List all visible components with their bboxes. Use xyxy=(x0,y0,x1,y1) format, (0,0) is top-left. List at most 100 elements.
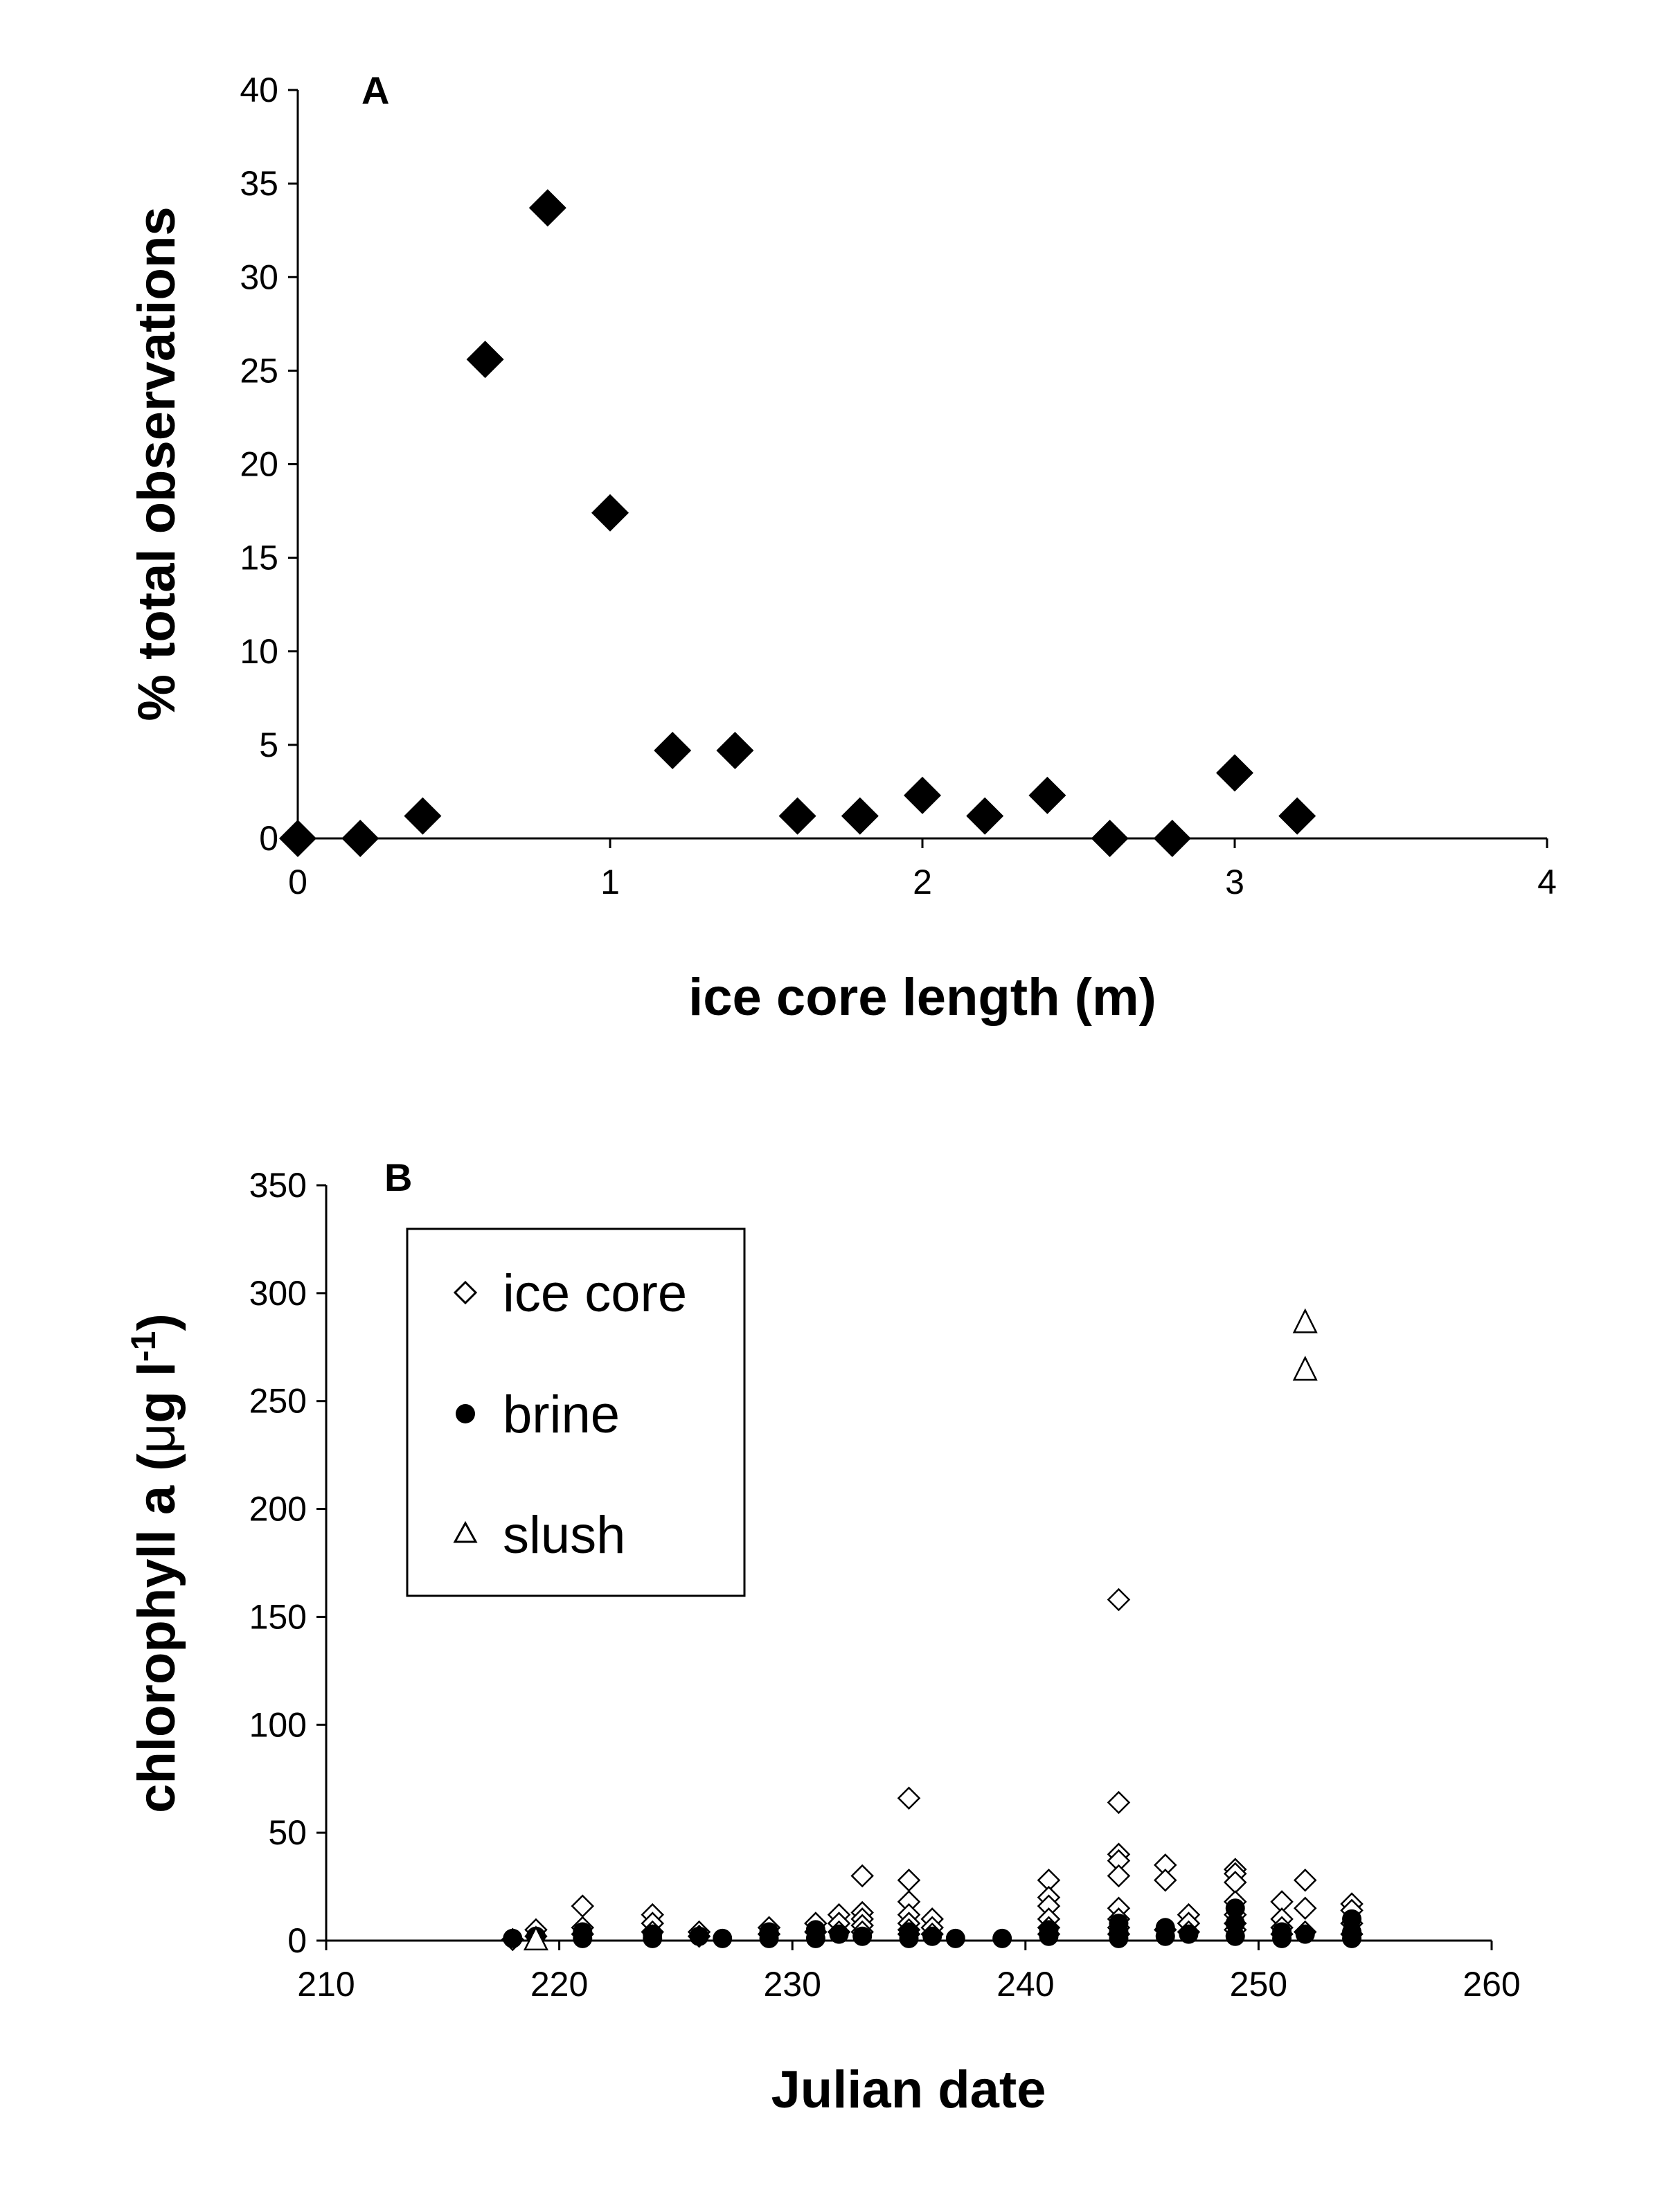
panel-b-x-tick-label: 230 xyxy=(763,1965,821,2004)
panel-b-y-title-sup: -1 xyxy=(124,1331,163,1362)
panel-a-y-tick-label: 15 xyxy=(240,539,278,577)
panel-b-point-ice-core xyxy=(1293,1896,1317,1921)
legend: ice core brine slush xyxy=(406,1228,746,1597)
panel-a-point-series-0 xyxy=(279,820,316,857)
panel-a-y-tick-label: 0 xyxy=(259,819,278,858)
panel-a-point-series-0 xyxy=(1278,797,1316,835)
panel-a-point-series-0 xyxy=(341,820,379,857)
panel-a-y-tick-label: 35 xyxy=(240,164,278,203)
panel-b-y-ticks: 0 50 100 150 200 250 300 350 xyxy=(249,1166,326,1960)
panel-b-y-title-unit: g l xyxy=(127,1362,186,1423)
panel-b: 0 50 100 150 200 250 300 350 210 220 230 240 250 260… xyxy=(124,1156,1521,2119)
panel-a-point-series-0 xyxy=(1153,820,1191,857)
panel-b-point-brine xyxy=(1225,1898,1245,1918)
panel-b-point-brine xyxy=(643,1928,663,1948)
panel-b-y-title-mu: μ xyxy=(127,1423,186,1454)
panel-b-point-ice-core xyxy=(1107,1588,1131,1612)
panel-b-point-brine xyxy=(922,1926,942,1946)
legend-item-ice-core: ice core xyxy=(453,1264,687,1323)
legend-marker-ice-core xyxy=(453,1280,478,1305)
panel-b-point-ice-core xyxy=(1107,1790,1131,1815)
panel-b-point-ice-core xyxy=(1293,1868,1317,1892)
panel-b-y-tick-label: 50 xyxy=(268,1813,307,1852)
panel-a-point-series-0 xyxy=(778,797,816,835)
panel-b-y-tick-label: 300 xyxy=(249,1274,307,1313)
panel-b-point-brine xyxy=(805,1928,825,1948)
panel-a-x-tick-label: 4 xyxy=(1537,863,1557,901)
panel-b-point-ice-core xyxy=(850,1864,874,1888)
legend-item-brine: brine xyxy=(456,1385,620,1444)
panel-b-x-tick-label: 240 xyxy=(997,1965,1054,2004)
panel-b-y-title-close: ) xyxy=(127,1313,186,1331)
panel-b-x-tick-label: 220 xyxy=(530,1965,588,2004)
panel-b-y-tick-label: 200 xyxy=(249,1490,307,1529)
panel-b-point-ice-core xyxy=(897,1868,921,1892)
panel-b-point-brine xyxy=(992,1928,1012,1948)
panel-a-x-tick-label: 0 xyxy=(288,863,307,901)
panel-b-point-ice-core xyxy=(1107,1864,1131,1888)
panel-a-point-series-0 xyxy=(404,797,442,835)
panel-b-label: B xyxy=(384,1156,412,1199)
legend-marker-slush xyxy=(453,1520,478,1543)
panel-b-point-brine xyxy=(1109,1928,1129,1948)
panel-a-x-tick-label: 1 xyxy=(600,863,620,901)
panel-a-x-ticks: 0 1 2 3 4 xyxy=(288,838,1557,901)
panel-b-point-slush xyxy=(523,1925,548,1951)
panel-a-point-series-0 xyxy=(654,731,692,769)
panel-b-point-brine xyxy=(1272,1928,1292,1948)
legend-item-slush: slush xyxy=(453,1506,625,1565)
panel-b-point-brine xyxy=(1039,1926,1059,1946)
legend-label-ice-core: ice core xyxy=(503,1264,687,1323)
panel-b-y-tick-label: 150 xyxy=(249,1597,307,1636)
panel-b-point-brine xyxy=(829,1924,849,1944)
panel-b-point-brine xyxy=(945,1928,965,1948)
panel-b-point-brine xyxy=(1342,1928,1362,1948)
panel-b-point-brine xyxy=(1179,1924,1199,1944)
panel-b-y-title-main: chlorophyll a ( xyxy=(127,1453,186,1813)
panel-b-point-brine xyxy=(899,1928,919,1948)
panel-a-y-tick-label: 25 xyxy=(240,351,278,390)
panel-a-point-series-0 xyxy=(966,797,1004,835)
panel-a-label: A xyxy=(361,69,389,112)
panel-a-point-series-0 xyxy=(1091,820,1129,857)
panel-b-point-brine xyxy=(713,1928,733,1948)
panel-b-y-tick-label: 0 xyxy=(287,1921,307,1960)
legend-label-brine: brine xyxy=(503,1385,620,1444)
panel-b-point-brine xyxy=(759,1928,779,1948)
panel-b-point-brine xyxy=(1155,1926,1175,1946)
panel-b-point-slush xyxy=(1292,1308,1318,1333)
panel-a-y-ticks: 0 5 10 15 20 25 30 35 40 xyxy=(240,71,298,858)
panel-a-y-tick-label: 30 xyxy=(240,258,278,296)
legend-label-slush: slush xyxy=(503,1506,625,1565)
panel-b-point-slush xyxy=(1292,1356,1318,1381)
panel-b-x-ticks: 210 220 230 240 250 260 xyxy=(297,1941,1521,2004)
panel-a-point-series-0 xyxy=(716,731,754,769)
panel-a-x-axis-title: ice core length (m) xyxy=(688,968,1156,1027)
panel-b-points xyxy=(501,1308,1364,1952)
panel-b-point-brine xyxy=(689,1926,709,1946)
panel-b-y-tick-label: 100 xyxy=(249,1705,307,1744)
panel-a-point-series-0 xyxy=(1216,754,1253,792)
panel-a-x-tick-label: 2 xyxy=(913,863,932,901)
panel-b-x-axis-title: Julian date xyxy=(771,2060,1046,2119)
panel-a-y-tick-label: 10 xyxy=(240,632,278,671)
panel-b-point-ice-core xyxy=(1153,1868,1177,1892)
panel-a-y-tick-label: 5 xyxy=(259,726,278,764)
panel-b-x-tick-label: 210 xyxy=(297,1965,355,2004)
panel-a-point-series-0 xyxy=(1028,776,1066,814)
panel-b-point-brine xyxy=(1225,1926,1245,1946)
panel-b-y-axis-title: chlorophyll a (μg l-1) xyxy=(124,1313,186,1813)
panel-b-point-brine xyxy=(1295,1924,1315,1944)
panel-a-y-axis-title: % total observations xyxy=(127,206,186,721)
panel-a-point-series-0 xyxy=(841,797,879,835)
panel-b-x-tick-label: 260 xyxy=(1463,1965,1520,2004)
legend-marker-brine xyxy=(456,1404,475,1423)
panel-a-points xyxy=(279,189,1316,857)
panel-a-point-series-0 xyxy=(591,494,629,532)
panel-a-y-tick-label: 20 xyxy=(240,445,278,484)
panel-a-y-tick-label: 40 xyxy=(240,71,278,109)
panel-a-point-series-0 xyxy=(466,341,504,379)
panel-b-point-ice-core xyxy=(571,1894,595,1918)
panel-a: 0 5 10 15 20 25 30 35 40 0 1 2 3 4 A ice core length… xyxy=(127,69,1557,1027)
